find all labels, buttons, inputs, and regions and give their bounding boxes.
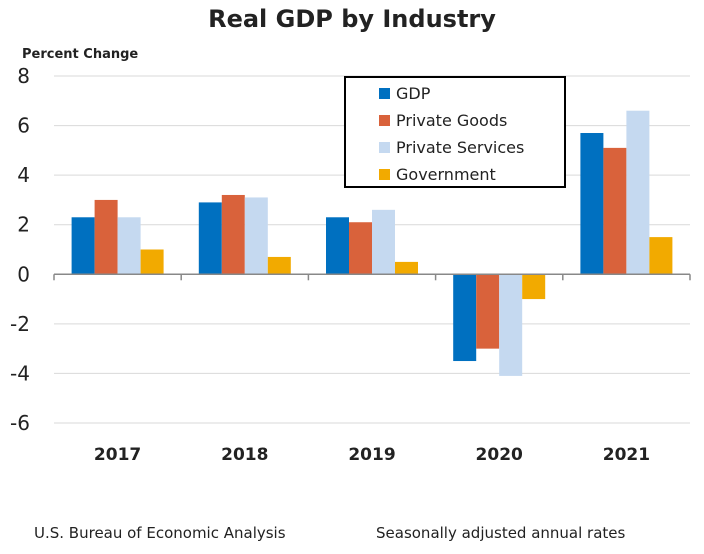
x-tick-label: 2019 [348,445,395,465]
bar-private-services-2018 [244,197,268,275]
bar-government-2018 [267,256,291,275]
footer-note: Seasonally adjusted annual rates [376,524,626,542]
bar-private-goods-2019 [349,222,372,275]
legend-swatch [379,169,390,180]
y-tick-label: -6 [10,411,30,435]
y-tick-label: -2 [10,312,30,336]
y-tick-label: 8 [17,64,30,88]
bar-gdp-2020 [453,274,477,362]
y-tick-label: -4 [10,361,30,385]
bar-private-services-2017 [117,217,141,275]
legend-box [344,76,566,188]
bar-private-goods-2017 [94,199,118,275]
bar-private-services-2019 [372,209,395,275]
x-tick-label: 2017 [94,445,141,465]
legend-swatch [379,142,390,153]
legend-label: Private Goods [396,111,507,130]
y-tick-label: 4 [17,163,30,187]
x-tick-label: 2018 [221,445,268,465]
legend-swatch [379,88,390,99]
bar-gdp-2019 [326,217,349,275]
legend-label: GDP [396,84,431,103]
chart-title: Real GDP by Industry [208,5,496,33]
bar-gdp-2018 [198,202,222,275]
footer-source: U.S. Bureau of Economic Analysis [34,524,286,542]
legend-label: Government [396,165,496,184]
bar-gdp-2021 [580,133,604,275]
legend-swatch [379,115,390,126]
bar-gdp-2017 [71,217,95,275]
x-tick-label: 2021 [603,445,650,465]
x-tick-label: 2020 [476,445,523,465]
y-tick-label: 2 [17,213,30,237]
bar-private-goods-2020 [476,274,500,349]
legend: GDP Private Goods Private Services Governme… [344,76,566,188]
bar-private-goods-2021 [603,147,627,275]
bar-private-services-2020 [499,274,523,376]
y-tick-label: 0 [17,262,30,286]
y-tick-label: 6 [17,114,30,138]
bar-private-services-2021 [626,110,650,275]
bar-government-2017 [140,249,164,275]
bar-government-2021 [649,237,673,275]
y-axis-label: Percent Change [22,47,138,62]
bar-private-goods-2018 [221,194,245,275]
bar-government-2020 [522,274,546,300]
bar-government-2019 [395,261,418,275]
legend-label: Private Services [396,138,524,157]
